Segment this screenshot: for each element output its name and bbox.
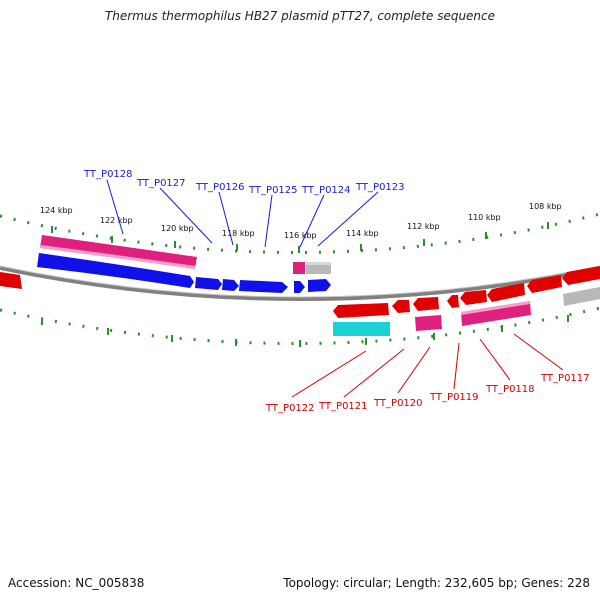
gene-arrow-blue[interactable] (222, 279, 239, 291)
scale-label-114: 114 kbp (346, 229, 379, 238)
gene-label-tt-p0119[interactable]: TT_P0119 (429, 392, 479, 403)
backbone-highlight (0, 265, 600, 298)
gene-arrow-red[interactable] (460, 290, 487, 305)
gene-block-gray-shade (306, 262, 331, 265)
bottom-label-leaders (291, 333, 564, 398)
top-gene-labels: TT_P0128 TT_P0127 TT_P0126 TT_P0125 TT_P… (83, 169, 405, 196)
leader-line (264, 194, 273, 248)
top-label-leaders (106, 179, 379, 248)
gene-block-magenta-shade (40, 245, 196, 269)
scale-label-112: 112 kbp (407, 222, 440, 231)
map-title: Thermus thermophilus HB27 plasmid pTT27,… (104, 9, 496, 23)
accession-text: Accession: NC_005838 (8, 576, 145, 590)
topology-summary-text: Topology: circular; Length: 232,605 bp; … (283, 576, 590, 590)
gene-arrow-red[interactable] (487, 283, 525, 302)
gene-label-tt-p0127[interactable]: TT_P0127 (136, 178, 186, 189)
gene-arrow-red[interactable] (527, 275, 562, 293)
gene-block-magenta[interactable] (40, 235, 197, 269)
gene-label-tt-p0118[interactable]: TT_P0118 (485, 384, 535, 395)
gene-arrow-red[interactable] (562, 266, 600, 285)
gene-arrow-red[interactable] (447, 295, 459, 308)
leader-line (479, 338, 511, 381)
gene-label-tt-p0123[interactable]: TT_P0123 (355, 182, 405, 193)
gene-block-magenta[interactable] (415, 315, 442, 331)
leader-line (159, 187, 213, 244)
gene-label-tt-p0122[interactable]: TT_P0122 (265, 403, 315, 414)
scale-label-124: 124 kbp (40, 206, 73, 215)
gene-label-tt-p0125[interactable]: TT_P0125 (248, 185, 298, 196)
gene-block-cyan[interactable] (333, 322, 390, 336)
gene-arrow-blue[interactable] (294, 281, 305, 293)
gene-label-tt-p0128[interactable]: TT_P0128 (83, 169, 133, 180)
bottom-gene-labels: TT_P0122 TT_P0121 TT_P0120 TT_P0119 TT_P… (265, 373, 590, 414)
gene-label-tt-p0120[interactable]: TT_P0120 (373, 398, 423, 409)
backbone-arc (0, 266, 600, 301)
outer-scale-ring (0, 212, 600, 254)
scale-label-120: 120 kbp (161, 224, 194, 233)
leader-line (106, 179, 124, 235)
gene-arrow-red[interactable] (392, 300, 410, 313)
leader-line (218, 191, 234, 246)
scale-label-122: 122 kbp (100, 216, 133, 225)
gene-label-tt-p0121[interactable]: TT_P0121 (318, 401, 368, 412)
gene-block-magenta-small[interactable] (293, 262, 305, 274)
gene-label-tt-p0124[interactable]: TT_P0124 (301, 185, 351, 196)
gene-block-magenta[interactable] (461, 301, 531, 326)
gene-label-tt-p0117[interactable]: TT_P0117 (540, 373, 590, 384)
leader-line (453, 342, 460, 390)
scale-label-116: 116 kbp (284, 231, 317, 240)
leader-line (317, 191, 379, 247)
inner-scale-ring (0, 306, 600, 347)
reverse-strand-genes (333, 266, 600, 336)
leader-line (291, 350, 367, 398)
gene-block-magenta-shade (461, 301, 530, 315)
gene-arrow-red[interactable] (333, 303, 389, 318)
gene-arrow-red[interactable] (413, 297, 439, 311)
gene-label-tt-p0126[interactable]: TT_P0126 (195, 182, 245, 193)
gene-arrow-blue-long[interactable] (37, 253, 194, 288)
gene-arrow-blue[interactable] (195, 277, 222, 290)
leader-line (343, 348, 405, 398)
gene-block-gray[interactable] (563, 287, 600, 306)
scale-label-108: 108 kbp (529, 202, 562, 211)
gene-arrow-blue[interactable] (308, 279, 331, 292)
leader-line (397, 346, 431, 394)
scale-label-118: 118 kbp (222, 229, 255, 238)
scale-labels: 124 kbp 122 kbp 120 kbp 118 kbp 116 kbp … (40, 202, 562, 240)
forward-strand-genes (0, 235, 331, 293)
leader-line (513, 333, 564, 371)
gene-arrow-blue[interactable] (239, 280, 288, 293)
scale-label-110: 110 kbp (468, 213, 501, 222)
gene-arrow-red-offscreen-left[interactable] (0, 272, 22, 289)
leader-line (299, 194, 325, 248)
